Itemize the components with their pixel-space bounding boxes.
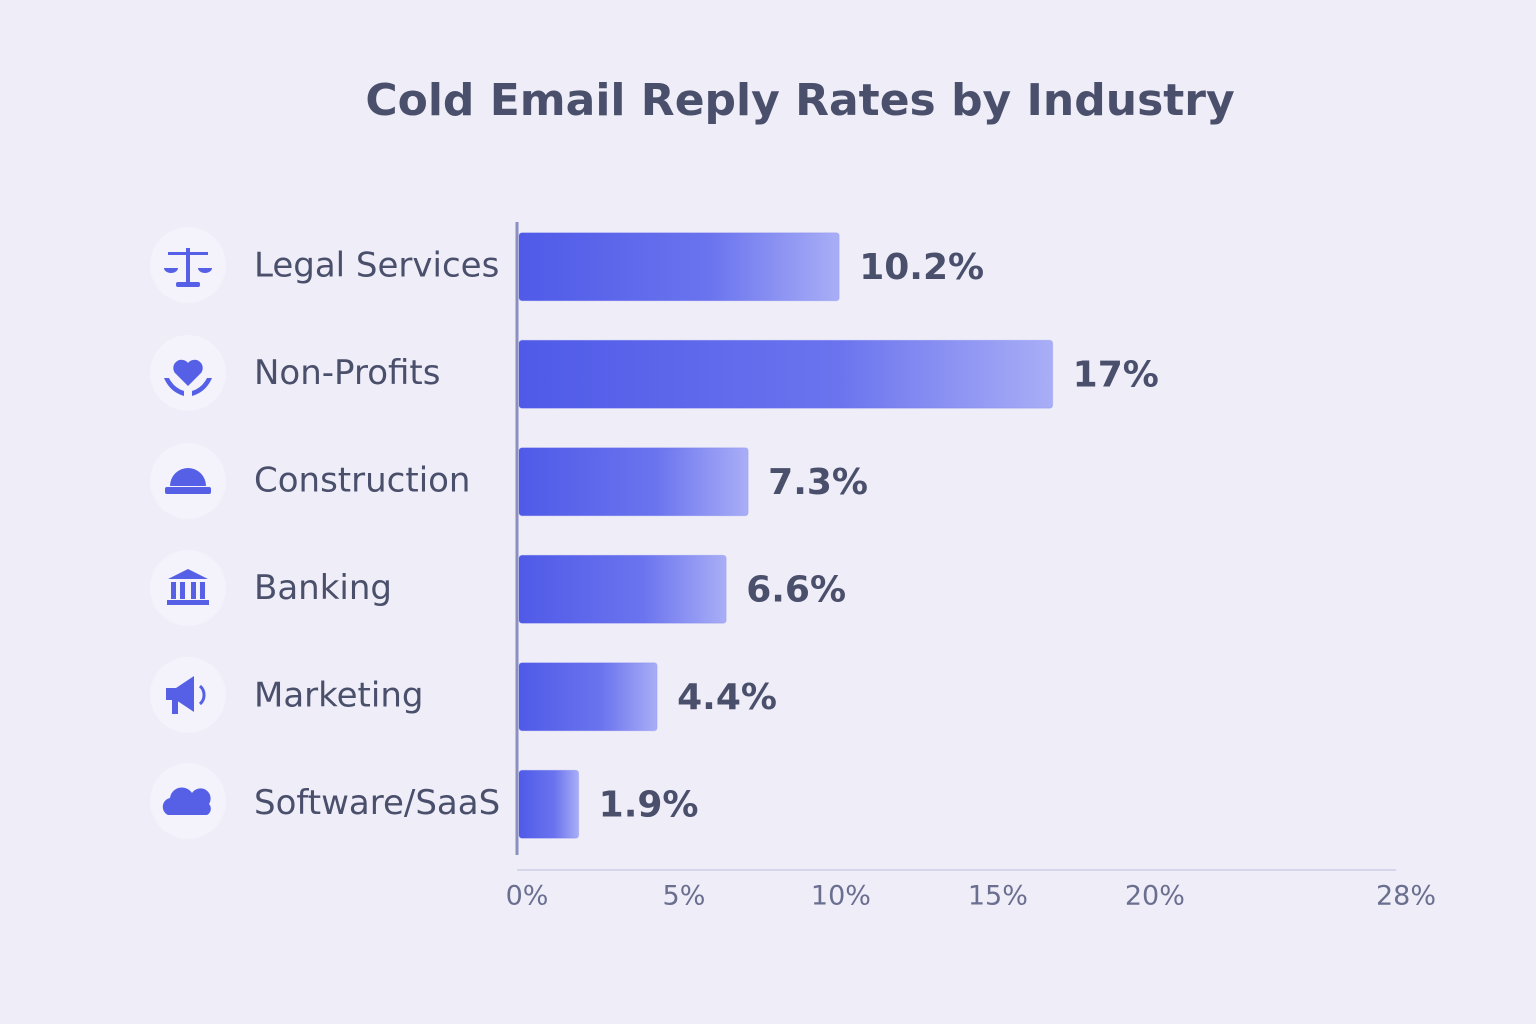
value-label: 6.6% — [746, 569, 846, 610]
x-tick-label: 10% — [811, 881, 871, 912]
bar — [518, 339, 1054, 409]
icon-bank — [150, 550, 226, 626]
category-label: Marketing — [254, 675, 423, 715]
bar — [518, 769, 580, 839]
category-label: Legal Services — [254, 245, 499, 285]
bar — [518, 662, 658, 732]
value-label: 4.4% — [677, 677, 777, 718]
value-label: 7.3% — [768, 462, 868, 503]
x-tick-label: 28% — [1376, 881, 1436, 912]
value-label: 17% — [1073, 354, 1159, 395]
category-label: Non-Profits — [254, 353, 440, 393]
value-label: 1.9% — [599, 784, 699, 825]
category-label: Software/SaaS — [254, 783, 500, 823]
icon-cloud — [150, 763, 226, 839]
bar — [518, 447, 749, 517]
value-label: 10.2% — [859, 247, 984, 288]
x-tick-label: 20% — [1125, 881, 1185, 912]
icon-megaphone — [150, 657, 226, 733]
category-label: Banking — [254, 568, 392, 608]
x-tick-label: 15% — [968, 881, 1028, 912]
icon-helmet — [150, 443, 226, 519]
icon-legal — [150, 227, 226, 303]
bar — [518, 232, 840, 302]
x-tick-label: 0% — [506, 881, 549, 912]
category-label: Construction — [254, 460, 470, 500]
icons — [150, 227, 226, 839]
icon-heart — [150, 335, 226, 411]
bar — [518, 554, 727, 624]
chart-title: Cold Email Reply Rates by Industry — [365, 75, 1234, 126]
x-tick-label: 5% — [663, 881, 706, 912]
